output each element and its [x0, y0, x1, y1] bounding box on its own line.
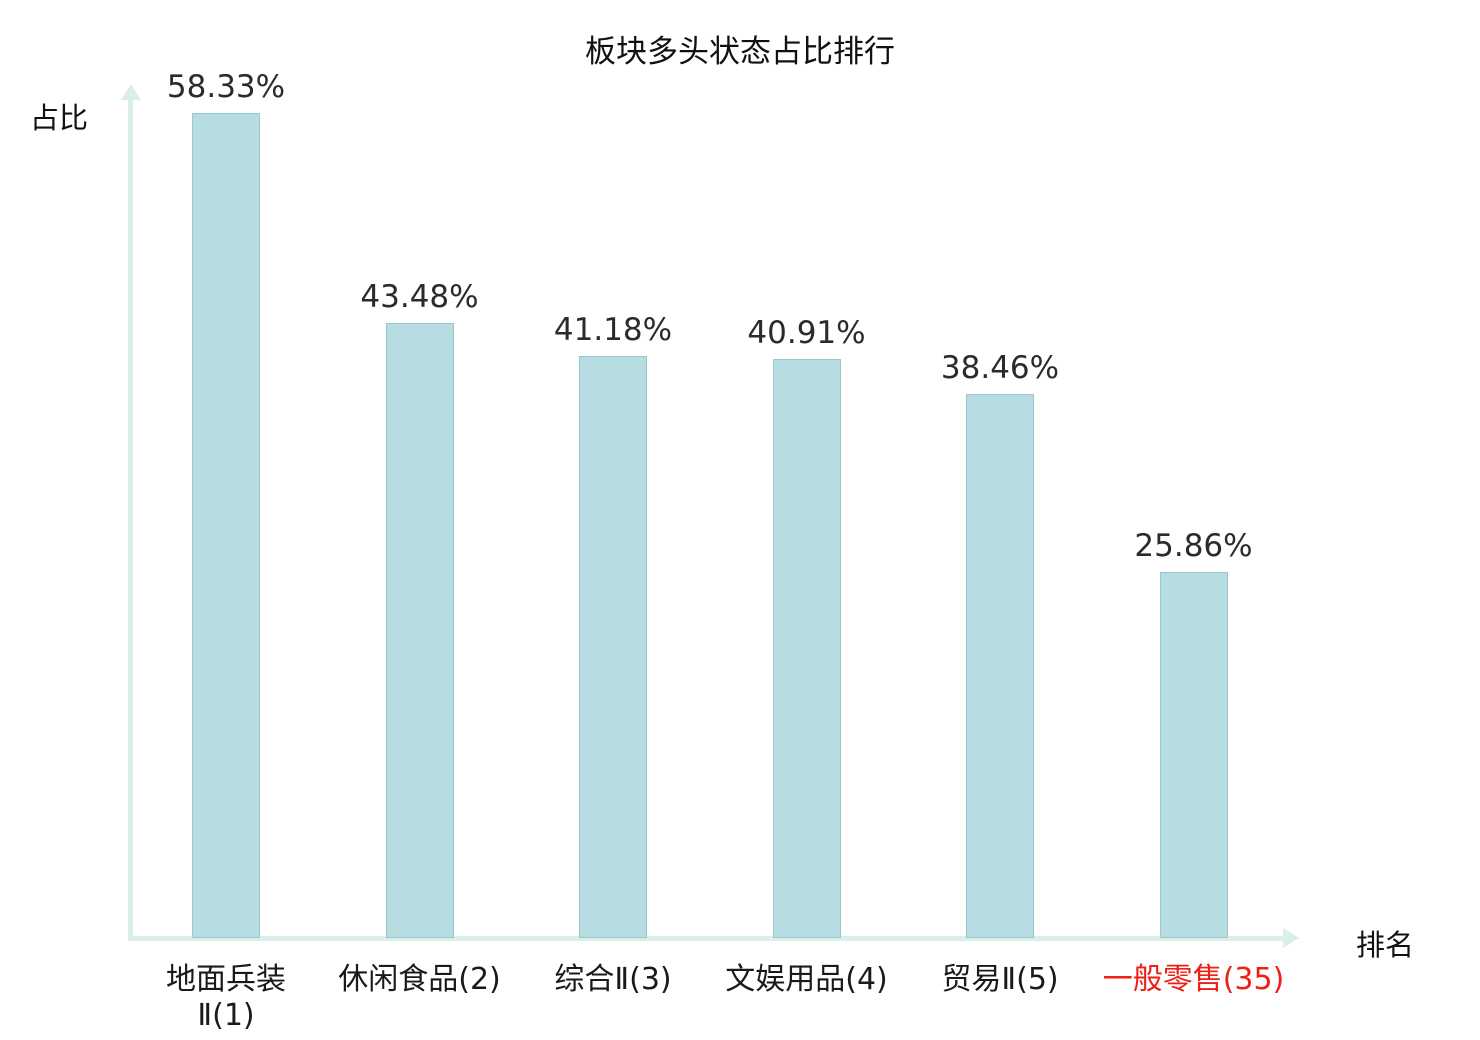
- bar-value-label: 38.46%: [940, 350, 1060, 386]
- bar-value-label: 25.86%: [1134, 528, 1253, 564]
- chart-title: 板块多头状态占比排行: [585, 34, 895, 70]
- x-axis-line: [128, 936, 1286, 941]
- bar-value-label: 40.91%: [747, 315, 866, 351]
- y-axis-line: [128, 98, 133, 941]
- bar: [772, 359, 841, 938]
- category-label: 一般零售(35): [1102, 962, 1285, 997]
- bar-value-label: 43.48%: [360, 279, 479, 315]
- bar: [1159, 572, 1228, 938]
- x-axis-arrow-icon: [1283, 928, 1299, 948]
- category-label: 休闲食品(2): [338, 962, 501, 997]
- bar: [385, 323, 454, 938]
- category-label: 文娱用品(4): [725, 962, 888, 997]
- y-axis-arrow-icon: [121, 84, 141, 100]
- bar-value-label: 58.33%: [166, 69, 286, 105]
- bar: [966, 394, 1034, 938]
- category-label: 贸易Ⅱ(5): [941, 962, 1059, 997]
- y-axis-label: 占比: [30, 101, 89, 135]
- category-label: 综合Ⅱ(3): [554, 962, 672, 997]
- bar: [192, 113, 260, 938]
- category-label: 地面兵装 Ⅱ(1): [166, 962, 286, 1033]
- x-axis-label: 排名: [1356, 928, 1415, 962]
- bar: [579, 356, 647, 938]
- bar-value-label: 41.18%: [553, 312, 673, 348]
